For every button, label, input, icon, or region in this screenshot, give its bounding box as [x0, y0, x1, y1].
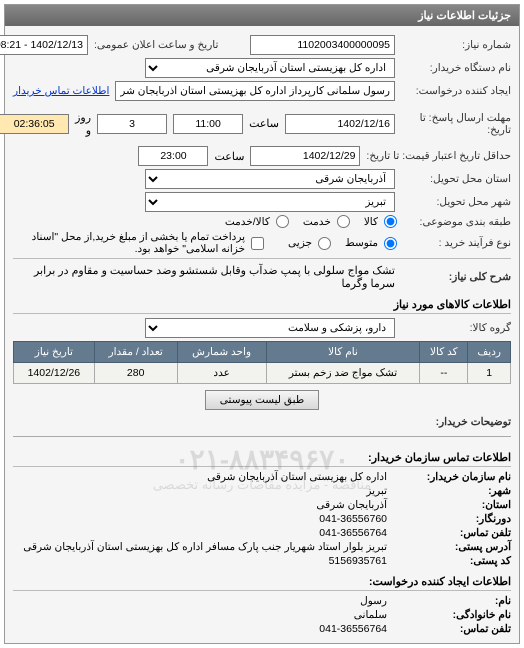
buyer-org-select[interactable]: اداره کل بهزیستی استان آذربایجان شرقی — [145, 58, 395, 78]
c-addr: تبریز بلوار استاد شهریار جنب پارک مسافر … — [23, 541, 387, 553]
proc-small-radio[interactable] — [318, 237, 331, 250]
cat-kala-label: کالا — [364, 216, 378, 228]
th-name: نام کالا — [266, 342, 420, 363]
announce-input[interactable] — [0, 35, 88, 55]
c-fax: 041-36556760 — [319, 513, 387, 525]
validity-time-input[interactable] — [138, 146, 208, 166]
key-label: شرح کلی نیاز: — [401, 271, 511, 283]
td-code: -- — [420, 363, 468, 384]
c-addr-label: آدرس پستی: — [391, 541, 511, 553]
td-name: تشک مواج ضد زخم بستر — [266, 363, 420, 384]
process-label: نوع فرآیند خرید : — [401, 237, 511, 249]
c-org: اداره کل بهزیستی استان آذربایجان شرقی — [207, 471, 387, 483]
table-row[interactable]: 1 -- تشک مواج ضد زخم بستر عدد 280 1402/1… — [14, 363, 511, 384]
province-label: استان محل تحویل: — [401, 173, 511, 185]
contact-link[interactable]: اطلاعات تماس خریدار — [13, 85, 109, 97]
pay-note: پرداخت تمام یا بخشی از مبلغ خرید,از محل … — [13, 231, 245, 255]
deadline-date-input[interactable] — [285, 114, 395, 134]
days-remain-input[interactable] — [97, 114, 167, 134]
c-city-label: شهر: — [391, 485, 511, 497]
c-lname-label: نام خانوادگی: — [391, 609, 511, 621]
need-no-label: شماره نیاز: — [401, 39, 511, 51]
panel-body: شماره نیاز: تاریخ و ساعت اعلان عمومی: نا… — [5, 26, 519, 643]
creator-label: ایجاد کننده درخواست: — [401, 85, 511, 97]
need-no-input[interactable] — [250, 35, 395, 55]
time-remain-input[interactable] — [0, 114, 69, 134]
city-label: شهر محل تحویل: — [401, 196, 511, 208]
print-button[interactable]: طبق لیست پیوستی — [205, 390, 319, 410]
td-date: 1402/12/26 — [14, 363, 95, 384]
c-fname: رسول — [360, 595, 387, 607]
contact-block: ۰۲۱-۸۸۳۴۹۶۷۰ مناقصه - مزایده مقاصات رسان… — [13, 436, 511, 635]
th-unit: واحد شمارش — [177, 342, 266, 363]
goods-group-label: گروه کالا: — [401, 322, 511, 334]
time-label-1: ساعت — [249, 117, 279, 130]
c-ctel-label: تلفن تماس: — [391, 623, 511, 635]
days-label: روز و — [75, 111, 91, 137]
pay-check[interactable] — [251, 237, 264, 250]
cat-mix-radio[interactable] — [276, 215, 289, 228]
contact-section-title: اطلاعات تماس سازمان خریدار: — [13, 451, 511, 467]
c-prov-label: استان: — [391, 499, 511, 511]
th-code: کد کالا — [420, 342, 468, 363]
cat-khadamat-radio[interactable] — [337, 215, 350, 228]
c-tel: 041-36556764 — [319, 527, 387, 539]
creator-input[interactable] — [115, 81, 395, 101]
items-table: ردیف کد کالا نام کالا واحد شمارش تعداد /… — [13, 341, 511, 384]
c-prov: آذربایجان شرقی — [316, 499, 387, 511]
cat-kala-radio[interactable] — [384, 215, 397, 228]
validity-date-input[interactable] — [250, 146, 360, 166]
cat-khadamat-label: خدمت — [303, 216, 331, 228]
th-row: ردیف — [468, 342, 511, 363]
validity-label: حداقل تاریخ اعتبار قیمت: تا تاریخ: — [366, 150, 511, 162]
goods-section-title: اطلاعات کالاهای مورد نیاز — [13, 298, 511, 314]
proc-mid-label: متوسط — [345, 237, 378, 249]
key-text: تشک مواج سلولی با پمپ ضدآب وقابل شستشو و… — [13, 264, 395, 290]
announce-label: تاریخ و ساعت اعلان عمومی: — [94, 39, 244, 51]
goods-group-select[interactable]: دارو، پزشکی و سلامت — [145, 318, 395, 338]
td-qty: 280 — [94, 363, 177, 384]
need-details-panel: جزئیات اطلاعات نیاز شماره نیاز: تاریخ و … — [4, 4, 520, 644]
th-date: تاریخ نیاز — [14, 342, 95, 363]
panel-title: جزئیات اطلاعات نیاز — [5, 5, 519, 26]
province-select[interactable]: آذربایجان شرقی — [145, 169, 395, 189]
desc-label: توضیحات خریدار: — [401, 416, 511, 428]
c-org-label: نام سازمان خریدار: — [391, 471, 511, 483]
c-ctel: 041-36556764 — [319, 623, 387, 635]
td-row: 1 — [468, 363, 511, 384]
c-fax-label: دورنگار: — [391, 513, 511, 525]
city-select[interactable]: تبریز — [145, 192, 395, 212]
c-post-label: کد پستی: — [391, 555, 511, 567]
deadline-time-input[interactable] — [173, 114, 243, 134]
td-unit: عدد — [177, 363, 266, 384]
time-label-2: ساعت — [214, 150, 244, 163]
buyer-org-label: نام دستگاه خریدار: — [401, 62, 511, 74]
creator-section-title: اطلاعات ایجاد کننده درخواست: — [13, 575, 511, 591]
th-qty: تعداد / مقدار — [94, 342, 177, 363]
c-fname-label: نام: — [391, 595, 511, 607]
proc-small-label: جزیی — [288, 237, 312, 249]
proc-mid-radio[interactable] — [384, 237, 397, 250]
c-lname: سلمانی — [354, 609, 387, 621]
c-tel-label: تلفن تماس: — [391, 527, 511, 539]
category-label: طبقه بندی موضوعی: — [401, 216, 511, 228]
c-city: تبریز — [366, 485, 387, 497]
cat-mix-label: کالا/خدمت — [225, 216, 270, 228]
c-post: 5156935761 — [329, 555, 387, 567]
deadline-label: مهلت ارسال پاسخ: تا تاریخ: — [401, 112, 511, 136]
